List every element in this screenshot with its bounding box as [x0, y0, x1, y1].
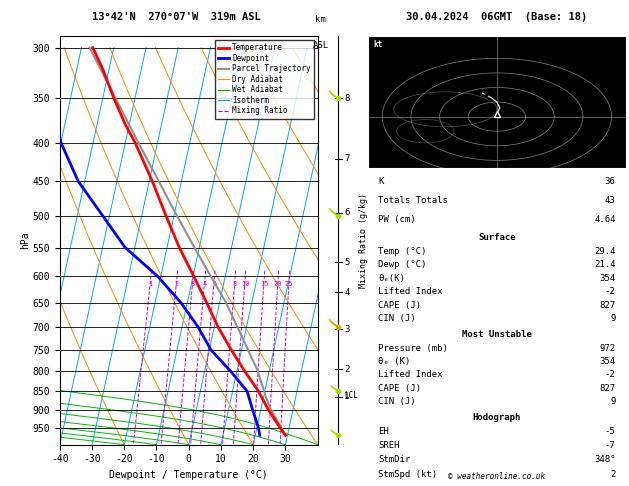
Text: CIN (J): CIN (J)	[378, 314, 416, 323]
Text: -2: -2	[605, 370, 616, 380]
Text: θₑ (K): θₑ (K)	[378, 357, 411, 366]
Text: ASL: ASL	[313, 40, 329, 50]
Text: CAPE (J): CAPE (J)	[378, 383, 421, 393]
Text: 354: 354	[599, 357, 616, 366]
Text: 8: 8	[344, 94, 350, 103]
Text: 36: 36	[605, 177, 616, 186]
Text: 9: 9	[610, 397, 616, 406]
Text: 827: 827	[599, 301, 616, 310]
Text: 13°42'N  270°07'W  319m ASL: 13°42'N 270°07'W 319m ASL	[92, 12, 260, 22]
Text: © weatheronline.co.uk: © weatheronline.co.uk	[448, 472, 545, 481]
Text: Lifted Index: Lifted Index	[378, 287, 443, 296]
Text: Surface: Surface	[478, 233, 516, 242]
Text: 1: 1	[148, 280, 153, 287]
Text: LCL: LCL	[344, 391, 358, 400]
Text: 5: 5	[344, 258, 350, 267]
Text: Dewp (°C): Dewp (°C)	[378, 260, 426, 269]
Text: 2: 2	[610, 469, 616, 479]
Text: 348°: 348°	[594, 455, 616, 465]
Y-axis label: hPa: hPa	[19, 232, 30, 249]
Text: CAPE (J): CAPE (J)	[378, 301, 421, 310]
Text: 15: 15	[260, 280, 269, 287]
Text: 21.4: 21.4	[594, 260, 616, 269]
Text: Totals Totals: Totals Totals	[378, 196, 448, 205]
Text: θₑ(K): θₑ(K)	[378, 274, 405, 283]
Text: 8: 8	[233, 280, 237, 287]
Text: 3: 3	[191, 280, 195, 287]
Text: PW (cm): PW (cm)	[378, 215, 416, 224]
Text: 9: 9	[610, 314, 616, 323]
Text: km: km	[315, 15, 326, 24]
Text: Temp (°C): Temp (°C)	[378, 247, 426, 256]
Text: 30.04.2024  06GMT  (Base: 18): 30.04.2024 06GMT (Base: 18)	[406, 12, 587, 22]
Text: 43: 43	[605, 196, 616, 205]
Text: Mixing Ratio (g/kg): Mixing Ratio (g/kg)	[359, 193, 367, 288]
Text: K: K	[378, 177, 384, 186]
Text: 1: 1	[344, 392, 350, 401]
Text: 5: 5	[212, 280, 216, 287]
Text: EH: EH	[378, 427, 389, 436]
Text: 972: 972	[599, 344, 616, 353]
Text: Most Unstable: Most Unstable	[462, 330, 532, 339]
Text: 4.64: 4.64	[594, 215, 616, 224]
Text: Pressure (mb): Pressure (mb)	[378, 344, 448, 353]
Text: 354: 354	[599, 274, 616, 283]
Text: 25: 25	[285, 280, 293, 287]
Text: -5: -5	[605, 427, 616, 436]
Text: -7: -7	[605, 441, 616, 451]
Text: 7: 7	[344, 154, 350, 163]
Text: 3: 3	[344, 325, 350, 334]
Text: 2: 2	[344, 364, 350, 374]
Text: 20: 20	[274, 280, 282, 287]
Legend: Temperature, Dewpoint, Parcel Trajectory, Dry Adiabat, Wet Adiabat, Isotherm, Mi: Temperature, Dewpoint, Parcel Trajectory…	[214, 40, 314, 119]
Text: 10: 10	[241, 280, 249, 287]
Text: 6: 6	[344, 208, 350, 217]
Text: StmDir: StmDir	[378, 455, 411, 465]
Text: kt: kt	[374, 40, 383, 49]
Text: 827: 827	[599, 383, 616, 393]
Text: 29.4: 29.4	[594, 247, 616, 256]
Text: 2: 2	[174, 280, 179, 287]
Text: -2: -2	[605, 287, 616, 296]
Text: SREH: SREH	[378, 441, 400, 451]
Text: CIN (J): CIN (J)	[378, 397, 416, 406]
Text: StmSpd (kt): StmSpd (kt)	[378, 469, 437, 479]
Text: Lifted Index: Lifted Index	[378, 370, 443, 380]
Text: Hodograph: Hodograph	[473, 413, 521, 422]
Text: 4: 4	[203, 280, 207, 287]
Text: 4: 4	[344, 288, 350, 297]
X-axis label: Dewpoint / Temperature (°C): Dewpoint / Temperature (°C)	[109, 470, 268, 480]
